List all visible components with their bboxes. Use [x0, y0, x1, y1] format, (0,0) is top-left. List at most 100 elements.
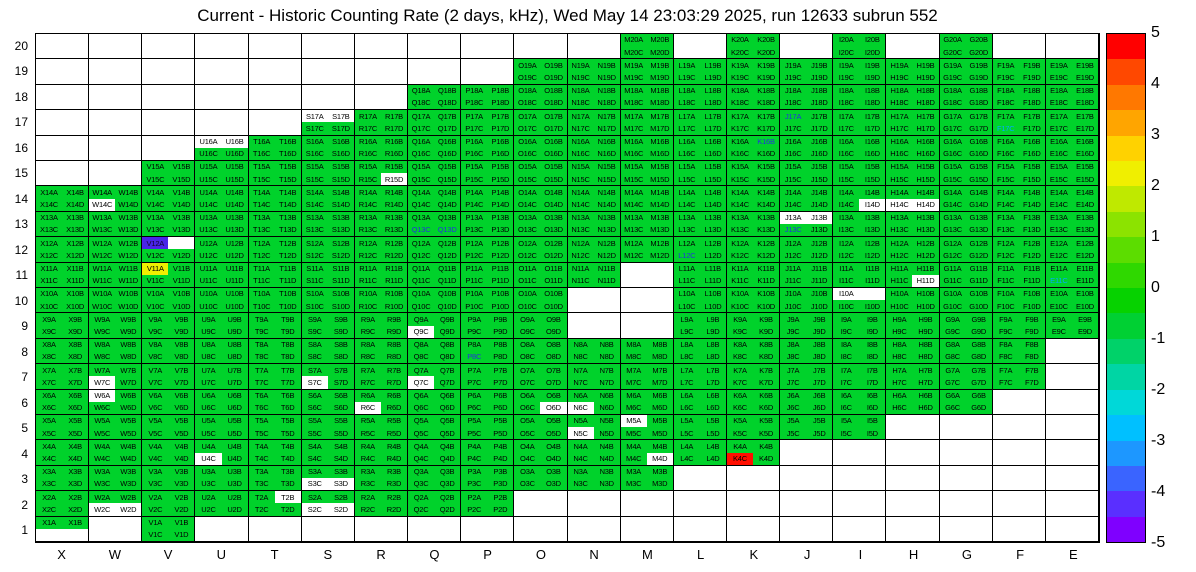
cell-S13: S13A S13B S13C S13D [301, 211, 355, 238]
cell-N14: N14A N14B N14C N14D [567, 186, 621, 212]
subcell-N8A: N8A [567, 338, 594, 351]
subcell-P16B: P16B [487, 135, 514, 148]
y-axis-label-1: 1 [21, 523, 28, 538]
subcell-H19B: H19B [912, 59, 939, 72]
cell-P13: P13A P13B P13C P13D [461, 211, 515, 238]
subcell-J6B: J6B [806, 389, 833, 402]
y-axis-label-15: 15 [14, 166, 28, 181]
subcell-X1D [62, 528, 89, 541]
colorbar-tick--1: -1 [1151, 330, 1166, 347]
subcell-P3D: P3D [487, 477, 514, 491]
subcell-K12B: K12B [753, 237, 780, 250]
x-axis-label-W: W [108, 547, 122, 562]
subcell-N14D: N14D [593, 198, 620, 211]
subcell-W11A: W11A [89, 262, 116, 275]
subcell-S8A: S8A [301, 338, 328, 351]
subcell-E12C: E12C [1045, 249, 1072, 262]
subcell-Q18B: Q18B [434, 84, 461, 97]
subcell-G16A: G16A [939, 135, 966, 148]
subcell-F12C: F12C [992, 249, 1019, 262]
subcell-V3C: V3C [142, 477, 169, 491]
subcell-P12A: P12A [461, 237, 488, 250]
subcell-L16C: L16C [673, 147, 700, 160]
subcell-X4D: X4D [62, 452, 89, 465]
y-axis-label-5: 5 [21, 421, 28, 436]
subcell-S11D: S11D [327, 274, 354, 287]
cell-H20 [886, 34, 940, 60]
subcell-W13C: W13C [89, 223, 116, 237]
subcell-H12D: H12D [912, 249, 939, 262]
subcell-T14A: T14A [248, 186, 275, 199]
subcell-Q13A: Q13A [408, 211, 435, 224]
subcell-Q13C: Q13C [408, 223, 435, 237]
subcell-P14A: P14A [461, 186, 488, 199]
colorbar-band-4 [1107, 135, 1145, 162]
cell-I13: I13A I13B I13C I13D [833, 211, 887, 238]
cell-I1 [833, 516, 887, 542]
y-axis-label-7: 7 [21, 370, 28, 385]
subcell-I8A: I8A [833, 338, 860, 351]
subcell-E19C: E19C [1045, 71, 1072, 84]
subcell-X11C: X11C [36, 274, 63, 287]
subcell-R4B: R4B [380, 440, 408, 453]
subcell-L9B: L9B [699, 313, 726, 326]
subcell-V15C: V15C [142, 173, 169, 186]
subcell-I6D: I6D [859, 401, 886, 414]
cell-F12: F12A F12B F12C F12D [992, 237, 1046, 263]
cell-P14: P14A P14B P14C P14D [461, 186, 515, 212]
subcell-O3A: O3A [514, 465, 541, 478]
subcell-W3A: W3A [89, 465, 116, 478]
subcell-J13D: J13D [806, 223, 833, 237]
subcell-G15A: G15A [939, 160, 966, 174]
subcell-U15B: U15B [221, 160, 248, 174]
subcell-P9B: P9B [487, 313, 514, 326]
subcell-L18D: L18D [699, 96, 726, 110]
subcell-Q18A: Q18A [408, 84, 435, 97]
subcell-S12A: S12A [301, 237, 328, 250]
subcell-P7A: P7A [461, 364, 488, 377]
subcell-L17D: L17D [699, 122, 726, 135]
subcell-K19C: K19C [726, 71, 754, 84]
subcell-J9D: J9D [806, 325, 833, 338]
subcell-L6D: L6D [699, 401, 726, 414]
subcell-X9A: X9A [36, 313, 63, 326]
subcell-H7A: H7A [886, 364, 913, 377]
subcell-V10B: V10B [168, 287, 195, 301]
subcell-N5B: N5B [593, 414, 620, 428]
subcell-I18B: I18B [859, 84, 886, 97]
cell-K16: K16A K16B K16C K16D [726, 135, 781, 161]
subcell-W6A: W6A [89, 389, 116, 402]
subcell-G9A: G9A [939, 313, 966, 326]
subcell-Q6A: Q6A [408, 389, 435, 402]
cell-E5 [1045, 414, 1099, 441]
subcell-H15B: H15B [912, 160, 939, 174]
subcell-F8A: F8A [992, 338, 1019, 351]
subcell-G8A: G8A [939, 338, 966, 351]
cell-J20 [780, 34, 834, 60]
subcell-E17C: E17C [1045, 122, 1072, 135]
colorbar-band-3 [1107, 110, 1145, 136]
subcell-S6D: S6D [327, 401, 354, 414]
cell-P12: P12A P12B P12C P12D [461, 237, 515, 263]
subcell-T9D: T9D [274, 325, 301, 338]
cell-K11: K11A K11B K11C K11D [726, 262, 781, 288]
subcell-S13A: S13A [301, 211, 328, 224]
subcell-U7D: U7D [221, 376, 248, 389]
subcell-Q5D: Q5D [434, 427, 461, 440]
subcell-P5B: P5B [487, 414, 514, 428]
subcell-J10D: J10D [806, 300, 833, 313]
subcell-R12C: R12C [354, 249, 381, 262]
subcell-G16B: G16B [965, 135, 992, 148]
subcell-M3A: M3A [620, 465, 647, 478]
subcell-O12D: O12D [540, 249, 567, 262]
subcell-I13D: I13D [859, 223, 886, 237]
subcell-F16B: F16B [1018, 135, 1045, 148]
subcell-W14B: W14B [115, 186, 142, 199]
x-axis-label-P: P [483, 547, 492, 562]
subcell-Q12C: Q12C [408, 249, 435, 262]
subcell-S17D: S17D [327, 122, 354, 135]
subcell-K8C: K8C [726, 350, 754, 364]
subcell-O19D: O19D [540, 71, 567, 84]
subcell-M5A: M5A [620, 414, 647, 428]
subcell-Q2C: Q2C [408, 503, 435, 516]
